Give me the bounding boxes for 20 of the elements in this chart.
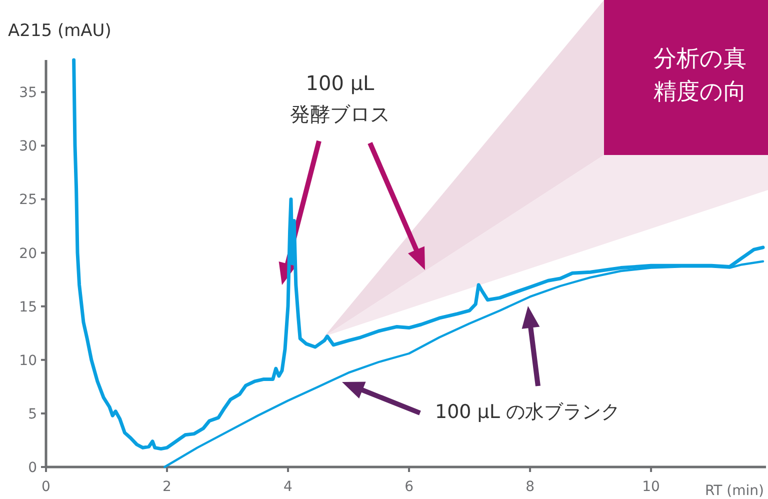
y-tick-label: 20	[19, 246, 37, 262]
x-tick-label: 10	[642, 479, 660, 495]
y-tick-label: 30	[19, 138, 37, 155]
x-tick-label: 8	[526, 479, 534, 495]
y-tick-label: 10	[19, 352, 37, 369]
x-axis-title: RT (min)	[704, 483, 764, 499]
y-tick-label: 5	[28, 406, 37, 422]
y-tick-label: 0	[28, 460, 37, 476]
annotation: 精度の向	[654, 79, 746, 105]
x-tick-label: 6	[404, 479, 414, 495]
y-tick-label: 25	[19, 192, 37, 208]
x-tick-label: 4	[284, 479, 293, 495]
x-tick-label: 2	[162, 479, 172, 495]
y-tick-label: 35	[19, 85, 37, 102]
annotation: 100 µL の水ブランク	[435, 401, 620, 423]
annotation: 100 µL 発酵ブロス	[290, 71, 390, 126]
y-tick-label: 15	[19, 299, 37, 316]
y-axis-title: A215 (mAU)	[8, 21, 112, 41]
annotation: 分析の真	[654, 46, 746, 72]
x-tick-label: 0	[42, 479, 50, 495]
